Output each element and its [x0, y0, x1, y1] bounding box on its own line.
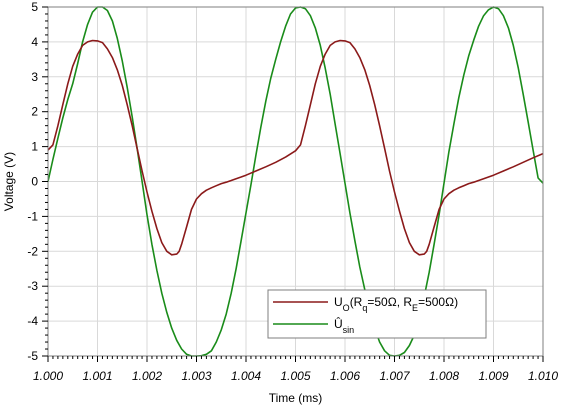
y-tick-label: -5 — [27, 349, 38, 363]
x-tick-label: 1.004 — [231, 369, 261, 383]
series-line — [47, 6, 544, 357]
x-tick-label: 1.002 — [132, 369, 162, 383]
y-tick-label: -1 — [27, 209, 38, 223]
axis-ticks — [42, 6, 544, 362]
series-line — [47, 39, 544, 256]
x-tick-label: 1.000 — [33, 369, 63, 383]
x-tick-label: 1.009 — [478, 369, 508, 383]
y-tick-label: 1 — [31, 140, 38, 154]
series-layer — [47, 6, 544, 357]
x-tick-label: 1.010 — [528, 369, 558, 383]
y-tick-label: -2 — [27, 244, 38, 258]
y-tick-label: -3 — [27, 279, 38, 293]
y-axis-label: Voltage (V) — [2, 152, 16, 211]
legend-label: UO(Rq=50Ω, RE=500Ω) — [334, 295, 458, 313]
x-tick-label: 1.001 — [82, 369, 112, 383]
x-axis-label: Time (ms) — [269, 391, 323, 405]
x-tick-label: 1.007 — [379, 369, 410, 383]
y-tick-label: 2 — [31, 105, 38, 119]
x-tick-label: 1.003 — [181, 369, 211, 383]
x-tick-label: 1.006 — [330, 369, 360, 383]
legend-box — [267, 289, 487, 339]
y-tick-label: 3 — [31, 70, 38, 84]
y-tick-labels: 5 4 3 2 1 0 -1 -2 -3 -4 -5 — [27, 0, 38, 363]
x-tick-labels: 1.000 1.001 1.002 1.003 1.004 1.005 1.006 1.007… — [33, 369, 558, 383]
legend-label: Ûsin — [334, 316, 354, 335]
y-tick-label: -4 — [27, 314, 38, 328]
y-tick-label: 0 — [31, 175, 38, 189]
y-tick-label: 4 — [31, 35, 38, 49]
x-tick-label: 1.005 — [280, 369, 310, 383]
legend: UO(Rq=50Ω, RE=500Ω) Ûsin — [267, 289, 487, 339]
x-tick-label: 1.008 — [429, 369, 459, 383]
y-tick-label: 5 — [31, 0, 38, 14]
